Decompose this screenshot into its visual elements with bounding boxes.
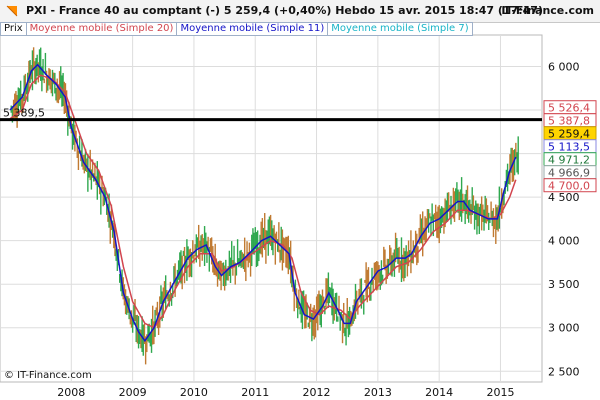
- title-bar: PXI - France 40 au comptant (-) 5 259,4 …: [0, 0, 600, 23]
- x-tick-label: 2011: [241, 386, 269, 399]
- legend-item-prix[interactable]: Prix: [0, 22, 27, 36]
- ma-line: [9, 63, 517, 343]
- x-tick-label: 2015: [486, 386, 514, 399]
- price-label: 5 259,4: [548, 128, 590, 141]
- horizontal-line-label: 5 389,5: [3, 107, 45, 120]
- x-tick-label: 2010: [180, 386, 208, 399]
- legend-item-ma20[interactable]: Moyenne mobile (Simple 20): [25, 22, 178, 36]
- y-tick-label: 3 000: [548, 322, 580, 335]
- price-label: 5 387,8: [548, 115, 590, 128]
- y-tick-label: 4 000: [548, 235, 580, 248]
- price-label: 4 700,0: [548, 180, 590, 193]
- legend: Prix Moyenne mobile (Simple 20) Moyenne mo…: [0, 22, 473, 36]
- down-arrow-icon: [6, 5, 18, 17]
- price-label-box: [543, 178, 597, 193]
- y-tick-label: 4 500: [548, 191, 580, 204]
- x-tick-label: 2012: [303, 386, 331, 399]
- x-tick-label: 2014: [425, 386, 453, 399]
- price-label: 4 966,9: [548, 167, 590, 180]
- brand-name: IT-Finance.com: [501, 4, 594, 17]
- legend-item-ma7[interactable]: Moyenne mobile (Simple 7): [327, 22, 473, 36]
- legend-item-ma11[interactable]: Moyenne mobile (Simple 11): [176, 22, 329, 36]
- y-tick-label: 6 000: [548, 60, 580, 73]
- price-label: 5 113,5: [548, 141, 590, 154]
- x-tick-label: 2013: [364, 386, 392, 399]
- price-label: 5 526,4: [548, 102, 590, 115]
- y-tick-label: 2 500: [548, 365, 580, 378]
- x-tick-label: 2008: [57, 386, 85, 399]
- copyright-text: © IT-Finance.com: [4, 370, 92, 381]
- ma-line: [9, 74, 517, 329]
- price-label: 4 971,2: [548, 154, 590, 167]
- chart-title: PXI - France 40 au comptant (-) 5 259,4 …: [26, 4, 543, 17]
- x-tick-label: 2009: [119, 386, 147, 399]
- y-tick-label: 3 500: [548, 278, 580, 291]
